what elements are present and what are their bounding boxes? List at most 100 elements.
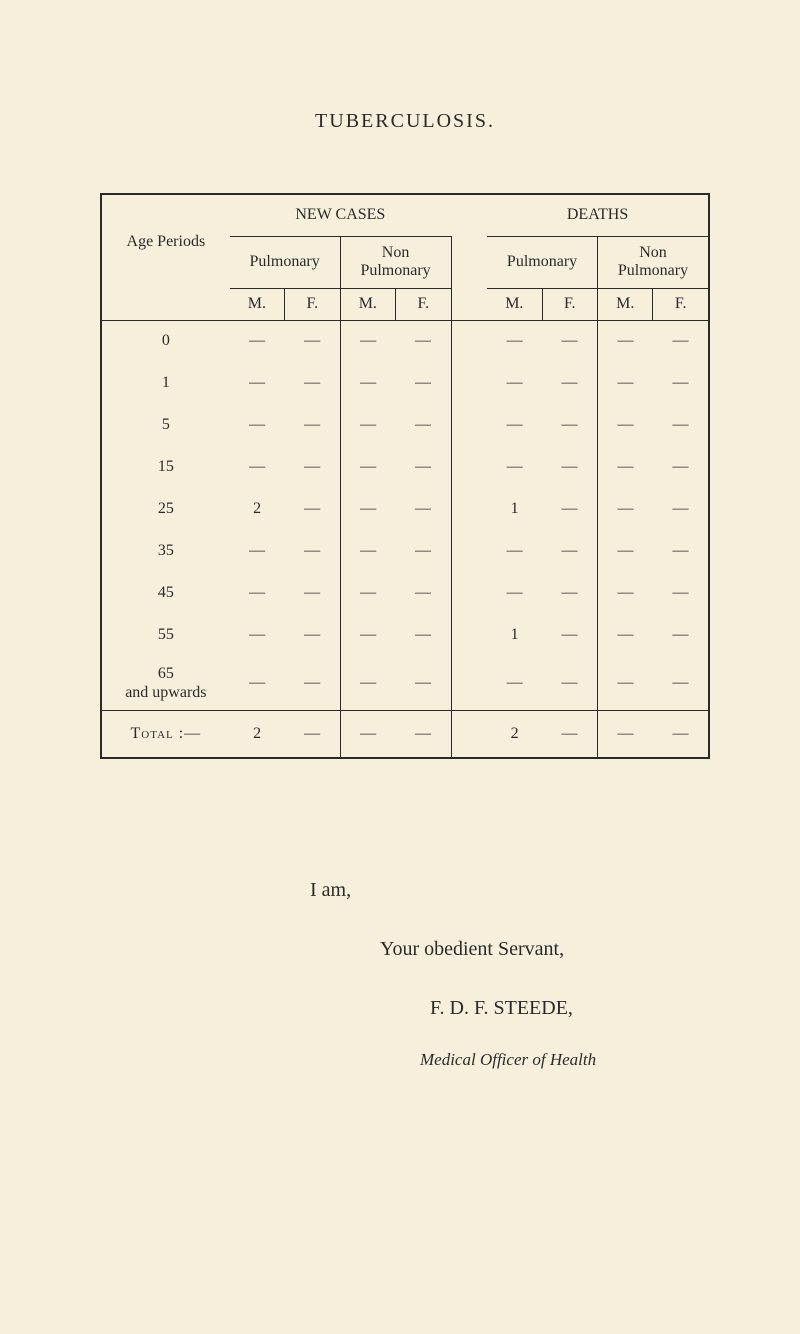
inner-gap	[451, 710, 468, 758]
cell: —	[597, 656, 652, 710]
total-cell: —	[285, 710, 340, 758]
cell: —	[285, 656, 340, 710]
cell: —	[396, 488, 451, 530]
cell: —	[285, 362, 340, 404]
nc-pulmonary-header: Pulmonary	[230, 236, 340, 288]
cell: —	[230, 572, 285, 614]
cell: —	[285, 572, 340, 614]
cell: —	[653, 614, 709, 656]
cell: —	[230, 656, 285, 710]
mid-gap	[468, 288, 487, 320]
mf-header: F.	[542, 288, 597, 320]
cell: 1	[487, 614, 542, 656]
cell: —	[542, 614, 597, 656]
mid-gap	[468, 446, 487, 488]
inner-gap	[451, 446, 468, 488]
mid-gap	[468, 710, 487, 758]
inner-gap	[451, 488, 468, 530]
inner-gap	[451, 320, 468, 362]
mid-gap	[468, 236, 487, 288]
cell: —	[487, 446, 542, 488]
age-cell-65: 65 and upwards	[101, 656, 230, 710]
total-cell: —	[597, 710, 652, 758]
total-label: Total :—	[101, 710, 230, 758]
mf-header: M.	[340, 288, 395, 320]
cell: —	[597, 488, 652, 530]
age-cell: 0	[101, 320, 230, 362]
inner-gap	[451, 236, 468, 288]
inner-gap	[451, 288, 468, 320]
d-pulmonary-header: Pulmonary	[487, 236, 597, 288]
cell: —	[597, 320, 652, 362]
cell: —	[285, 488, 340, 530]
cell: —	[230, 446, 285, 488]
cell: —	[396, 320, 451, 362]
total-cell: —	[653, 710, 709, 758]
cell: —	[285, 320, 340, 362]
cell: —	[653, 320, 709, 362]
cell: —	[340, 572, 395, 614]
total-cell: —	[340, 710, 395, 758]
cell: —	[285, 446, 340, 488]
cell: —	[542, 572, 597, 614]
inner-gap	[451, 572, 468, 614]
mf-header: M.	[487, 288, 542, 320]
age-cell: 5	[101, 404, 230, 446]
inner-gap	[451, 362, 468, 404]
closing-name: F. D. F. STEEDE,	[430, 997, 710, 1020]
cell: —	[340, 362, 395, 404]
cell: —	[542, 488, 597, 530]
cell: —	[653, 488, 709, 530]
mid-gap	[468, 614, 487, 656]
mid-gap	[468, 194, 487, 236]
mid-gap	[468, 320, 487, 362]
closing-obedient: Your obedient Servant,	[380, 938, 710, 961]
cell: —	[542, 446, 597, 488]
mf-header: M.	[230, 288, 285, 320]
cell: —	[653, 362, 709, 404]
mid-gap	[468, 572, 487, 614]
age-65: 65	[158, 665, 174, 682]
cell: —	[396, 362, 451, 404]
nc-non-pulmonary-header: Non Pulmonary	[340, 236, 451, 288]
cell: —	[597, 362, 652, 404]
cell: —	[396, 656, 451, 710]
inner-gap	[451, 656, 468, 710]
cell: —	[653, 446, 709, 488]
deaths-header: DEATHS	[487, 194, 709, 236]
mf-header: F.	[396, 288, 451, 320]
cell: —	[340, 488, 395, 530]
age-cell: 55	[101, 614, 230, 656]
pulmonary-label: Pulmonary	[618, 262, 688, 279]
page-title: TUBERCULOSIS.	[100, 110, 710, 133]
cell: —	[230, 320, 285, 362]
cell: —	[542, 362, 597, 404]
new-cases-header: NEW CASES	[230, 194, 451, 236]
cell: —	[487, 320, 542, 362]
mid-gap	[468, 362, 487, 404]
cell: —	[396, 614, 451, 656]
cell: —	[653, 572, 709, 614]
total-cell: —	[396, 710, 451, 758]
total-cell: —	[542, 710, 597, 758]
cell: —	[396, 404, 451, 446]
cell: —	[285, 530, 340, 572]
cell: —	[230, 362, 285, 404]
pulmonary-label: Pulmonary	[360, 262, 430, 279]
cell: —	[396, 446, 451, 488]
cell: 2	[230, 488, 285, 530]
cell: —	[597, 404, 652, 446]
cell: —	[396, 572, 451, 614]
total-cell: 2	[230, 710, 285, 758]
cell: —	[340, 614, 395, 656]
cell: —	[340, 656, 395, 710]
cell: —	[230, 530, 285, 572]
age-cell: 15	[101, 446, 230, 488]
inner-gap	[451, 530, 468, 572]
mf-header: F.	[285, 288, 340, 320]
cell: —	[542, 404, 597, 446]
age-periods-header-empty	[101, 288, 230, 320]
cell: —	[542, 530, 597, 572]
cell: —	[487, 362, 542, 404]
cell: —	[597, 614, 652, 656]
